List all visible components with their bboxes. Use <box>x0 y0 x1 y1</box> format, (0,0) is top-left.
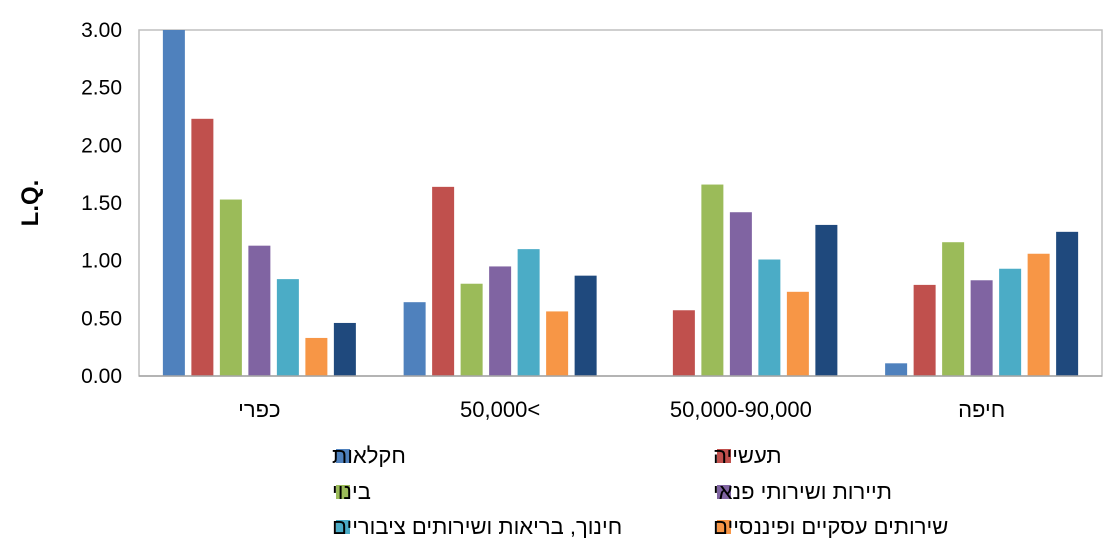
bar <box>403 302 426 376</box>
bar <box>815 224 838 376</box>
legend-label: תיירות ושירותי פנאי <box>713 479 892 504</box>
x-category-label: 50,000-90,000 <box>670 397 812 422</box>
bar <box>305 337 328 376</box>
y-tick-label: 0.00 <box>81 365 122 388</box>
bars-group <box>162 30 1079 376</box>
x-category-label: 50,000< <box>460 397 540 422</box>
y-tick-label: 2.50 <box>81 77 122 100</box>
bar <box>489 266 512 376</box>
y-tick-label: 0.50 <box>81 307 122 330</box>
bar <box>672 310 695 376</box>
bar <box>913 284 936 376</box>
y-tick-label: 1.00 <box>81 250 122 273</box>
bar <box>333 322 356 376</box>
bar <box>1027 253 1050 376</box>
y-axis-label: L.Q. <box>17 180 44 227</box>
x-category-label: חיפה <box>958 397 1005 422</box>
y-tick-label: 3.00 <box>81 19 122 42</box>
legend-swatch <box>717 485 731 499</box>
legend-label: תעשייה <box>713 443 782 468</box>
y-tick-labels: 0.00 0.50 1.00 1.50 2.00 2.50 3.00 <box>81 19 122 388</box>
bar <box>432 186 455 376</box>
bar <box>729 212 752 376</box>
x-category-labels: כפרי 50,000< 50,000-90,000 חיפה <box>238 397 1005 422</box>
bar <box>517 249 540 376</box>
bar <box>546 311 569 376</box>
y-tick-label: 1.50 <box>81 192 122 215</box>
y-tick-label: 2.00 <box>81 134 122 157</box>
bar <box>999 268 1022 376</box>
legend-swatch <box>717 520 731 534</box>
bar <box>574 275 597 376</box>
bar <box>885 363 908 376</box>
bar <box>701 184 724 376</box>
bar <box>248 245 271 376</box>
bar <box>786 291 809 376</box>
bar <box>970 280 993 376</box>
legend: חקלאות תעשייה בינוי תיירות ושירותי פנאי חינו… <box>332 443 948 539</box>
legend-label: שירותים עסקיים ופיננסיים <box>713 514 948 539</box>
legend-swatch <box>336 449 350 463</box>
bar <box>162 30 185 376</box>
legend-label: חקלאות <box>332 443 406 468</box>
legend-label: בינוי <box>332 479 371 504</box>
bar <box>758 259 781 376</box>
bar <box>460 283 483 376</box>
bar <box>276 279 299 376</box>
bar <box>942 242 965 376</box>
bar <box>1056 231 1079 376</box>
bar <box>191 118 214 376</box>
legend-swatch <box>336 520 350 534</box>
legend-swatch <box>717 449 731 463</box>
legend-label: חינוך, בריאות ושירותים ציבוריים <box>332 514 622 539</box>
x-category-label: כפרי <box>238 397 280 422</box>
bar <box>219 199 242 376</box>
legend-swatch <box>336 485 350 499</box>
